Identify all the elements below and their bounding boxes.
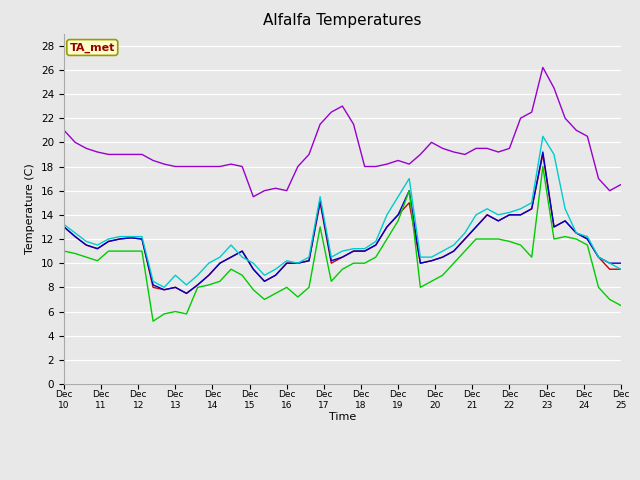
Title: Alfalfa Temperatures: Alfalfa Temperatures (263, 13, 422, 28)
X-axis label: Time: Time (329, 412, 356, 422)
Y-axis label: Temperature (C): Temperature (C) (26, 163, 35, 254)
Text: TA_met: TA_met (70, 42, 115, 53)
